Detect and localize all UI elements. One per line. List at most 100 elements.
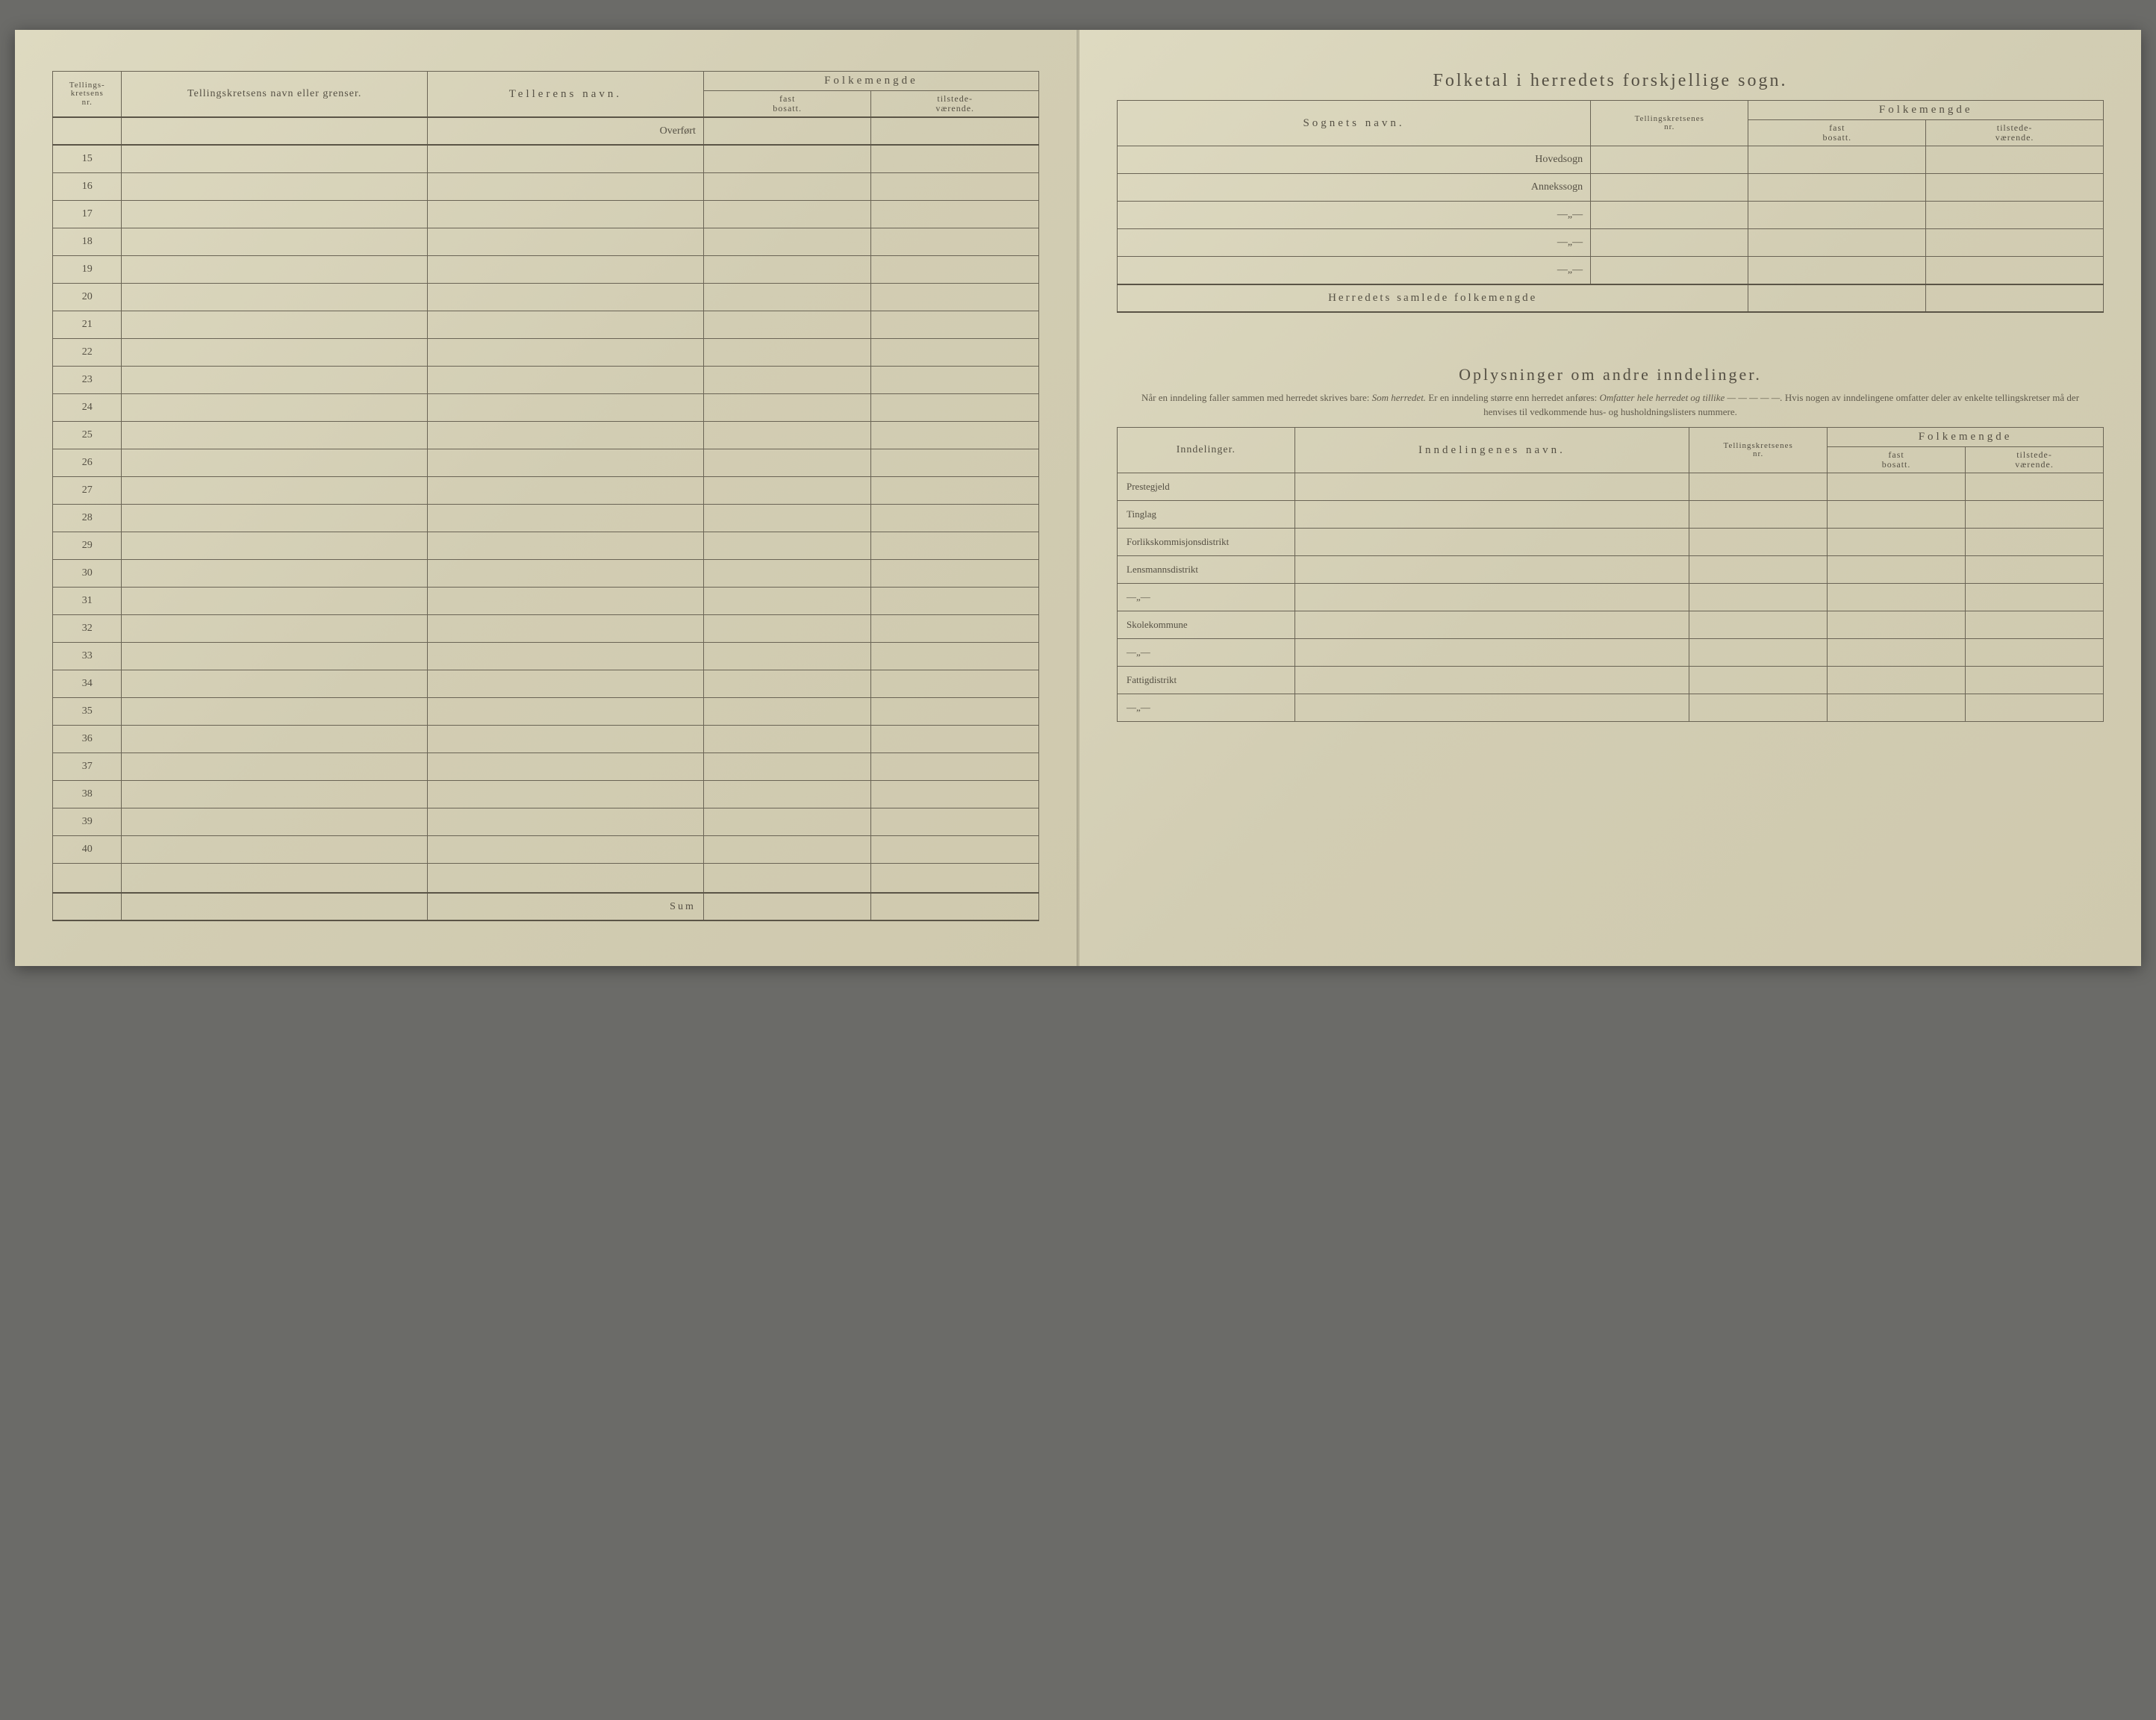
table-row: 26 [53,449,1039,476]
table-row: 31 [53,587,1039,614]
right-page: Folketal i herredets forskjellige sogn. … [1078,30,2141,966]
col-krets-header: Tellingskretsens navn eller grenser. [122,72,428,118]
right-page-title: Folketal i herredets forskjellige sogn. [1117,71,2104,91]
col-tilst-header: tilstede- værende. [871,91,1039,118]
ind-label: Fattigdistrikt [1118,667,1295,694]
table-row: 38 [53,780,1039,808]
sum-label: Sum [427,893,703,920]
row-nr: 31 [53,587,122,614]
row-nr: 18 [53,228,122,255]
col-sogn-fm-header: Folkemengde [1748,101,2104,120]
col-nr-l2: kretsens [71,89,104,98]
table-row: 22 [53,338,1039,366]
row-nr: 28 [53,504,122,532]
ind-label: Skolekommune [1118,611,1295,639]
table-row: 24 [53,393,1039,421]
col-fast-header: fast bosatt. [703,91,871,118]
row-nr: 25 [53,421,122,449]
ind-label: Lensmannsdistrikt [1118,556,1295,584]
col-ind-tilst: tilstede- værende. [1966,446,2104,473]
overfort-row: Overført [53,117,1039,145]
row-nr: 21 [53,311,122,338]
col-sogn-header: Sognets navn. [1118,101,1591,146]
row-nr: 30 [53,559,122,587]
table-row: 17 [53,200,1039,228]
ind-row: Skolekommune [1118,611,2104,639]
table-row: 36 [53,725,1039,752]
section2-title: Oplysninger om andre inndelinger. [1117,365,2104,384]
table-row: 27 [53,476,1039,504]
row-nr: 27 [53,476,122,504]
sogn-name: —„— [1118,229,1591,257]
sogn-total-row: Herredets samlede folkemengde [1118,284,2104,312]
col-indnavn-header: Inndelingenes navn. [1294,427,1689,473]
row-nr: 22 [53,338,122,366]
row-nr: 38 [53,780,122,808]
ind-row: —„— [1118,694,2104,722]
table-row: 32 [53,614,1039,642]
ind-row: Tinglag [1118,501,2104,529]
row-nr: 15 [53,145,122,172]
row-nr: 16 [53,172,122,200]
row-nr: 23 [53,366,122,393]
inndelinger-table: Inndelinger. Inndelingenes navn. Telling… [1117,427,2104,722]
row-nr: 40 [53,835,122,863]
sogn-row: —„— [1118,202,2104,229]
overfort-label: Overført [427,117,703,145]
ind-row: —„— [1118,584,2104,611]
row-nr: 29 [53,532,122,559]
table-row: 40 [53,835,1039,863]
row-nr: 37 [53,752,122,780]
sogn-name: —„— [1118,202,1591,229]
col-sogn-fast: fast bosatt. [1748,120,1926,146]
table-row: 23 [53,366,1039,393]
row-nr: 32 [53,614,122,642]
col-ind-kretser-header: Tellingskretsenes nr. [1689,427,1828,473]
sogn-total-fast [1748,284,1926,312]
table-row: 37 [53,752,1039,780]
row-nr: 33 [53,642,122,670]
table-row: 20 [53,283,1039,311]
col-nr-l3: nr. [82,98,93,107]
sum-row: Sum [53,893,1039,920]
row-nr: 17 [53,200,122,228]
sogn-name: Hovedsogn [1118,146,1591,174]
col-nr-header: Tellings- kretsens nr. [53,72,122,118]
left-page: Tellings- kretsens nr. Tellingskretsens … [15,30,1078,966]
sogn-row: Hovedsogn [1118,146,2104,174]
col-nr-l1: Tellings- [69,81,105,90]
left-census-table: Tellings- kretsens nr. Tellingskretsens … [52,71,1039,921]
table-row: 25 [53,421,1039,449]
table-row: 30 [53,559,1039,587]
table-row: 39 [53,808,1039,835]
ind-row: Lensmannsdistrikt [1118,556,2104,584]
ind-row: —„— [1118,639,2104,667]
table-row: 33 [53,642,1039,670]
section2-instructions: Når en inndeling faller sammen med herre… [1124,390,2096,420]
col-ind-fast: fast bosatt. [1828,446,1966,473]
ind-row: Prestegjeld [1118,473,2104,501]
table-row: 28 [53,504,1039,532]
ind-label: —„— [1118,584,1295,611]
sogn-name: Annekssogn [1118,174,1591,202]
sogn-row: —„— [1118,229,2104,257]
ind-row: Fattigdistrikt [1118,667,2104,694]
ind-label: —„— [1118,639,1295,667]
spacer-row [53,863,1039,893]
row-nr: 34 [53,670,122,697]
col-kretser-header: Tellingskretsenes nr. [1591,101,1748,146]
table-row: 34 [53,670,1039,697]
row-nr: 26 [53,449,122,476]
sogn-name: —„— [1118,257,1591,284]
ind-label: Tinglag [1118,501,1295,529]
document-spread: Tellings- kretsens nr. Tellingskretsens … [15,30,2141,966]
row-nr: 20 [53,283,122,311]
row-nr: 35 [53,697,122,725]
table-row: 35 [53,697,1039,725]
col-sogn-tilst: tilstede- værende. [1926,120,2104,146]
row-nr: 24 [53,393,122,421]
sogn-total-label: Herredets samlede folkemengde [1118,284,1748,312]
table-row: 16 [53,172,1039,200]
col-folkemengde-header: Folkemengde [703,72,1038,91]
col-ind-fm-header: Folkemengde [1828,427,2104,446]
